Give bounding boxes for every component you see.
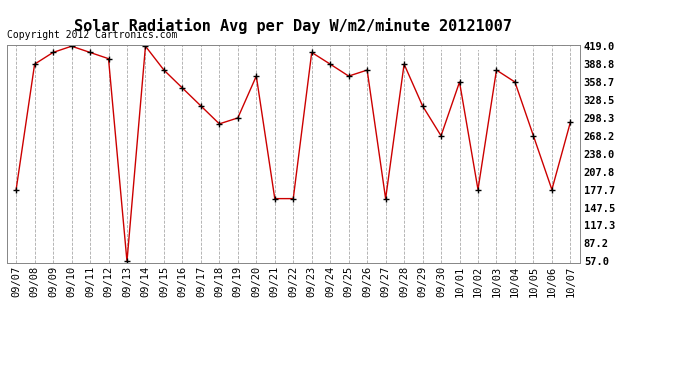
Title: Solar Radiation Avg per Day W/m2/minute 20121007: Solar Radiation Avg per Day W/m2/minute … (75, 18, 512, 34)
Text: Copyright 2012 Cartronics.com: Copyright 2012 Cartronics.com (7, 30, 177, 40)
